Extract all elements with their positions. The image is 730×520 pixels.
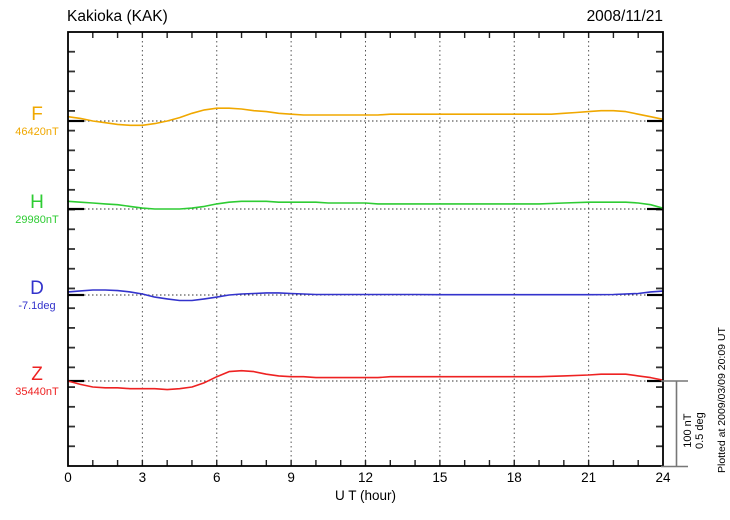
x-tick-label: 24	[655, 470, 671, 485]
curve-H	[67, 200, 664, 210]
channel-H-label: H	[30, 192, 44, 213]
curve-Z	[67, 369, 664, 391]
curve-F	[67, 107, 664, 127]
plotted-at-note: Plotted at 2009/03/09 20:09 UT	[716, 327, 728, 473]
channel-F-baseline-value: 46420nT	[15, 126, 59, 138]
channel-block-H: H 29980nT	[8, 193, 66, 228]
channel-F-label: F	[31, 104, 43, 125]
scale-bar-label-deg: 0.5 deg	[693, 412, 706, 449]
channel-D-label: D	[30, 278, 44, 299]
channel-block-D: D -7.1deg	[8, 279, 66, 314]
channel-Z-label: Z	[31, 364, 43, 385]
plot-frame	[67, 31, 664, 467]
x-tick-label: 18	[506, 470, 522, 485]
curve-D	[67, 289, 664, 302]
scale-bar-label: 100 nT 0.5 deg	[682, 412, 706, 449]
scale-bar-label-nt: 100 nT	[682, 413, 694, 448]
channel-D-baseline-value: -7.1deg	[18, 300, 56, 312]
date-label: 2008/11/21	[586, 8, 663, 25]
channel-block-Z: Z 35440nT	[8, 365, 66, 400]
channel-Z-baseline-value: 35440nT	[15, 386, 59, 398]
x-tick-label: 6	[212, 470, 221, 485]
x-tick-label: 9	[287, 470, 295, 485]
channel-block-F: F 46420nT	[8, 105, 66, 140]
x-tick-label: 12	[357, 470, 374, 485]
x-tick-label: 15	[432, 470, 448, 485]
x-tick-label: 3	[138, 470, 147, 485]
x-tick-label: 21	[581, 470, 597, 485]
x-axis-label: U T (hour)	[334, 488, 397, 503]
x-tick-label: 0	[64, 470, 72, 485]
page-title: Kakioka (KAK)	[67, 8, 168, 25]
channel-H-baseline-value: 29980nT	[15, 214, 59, 226]
